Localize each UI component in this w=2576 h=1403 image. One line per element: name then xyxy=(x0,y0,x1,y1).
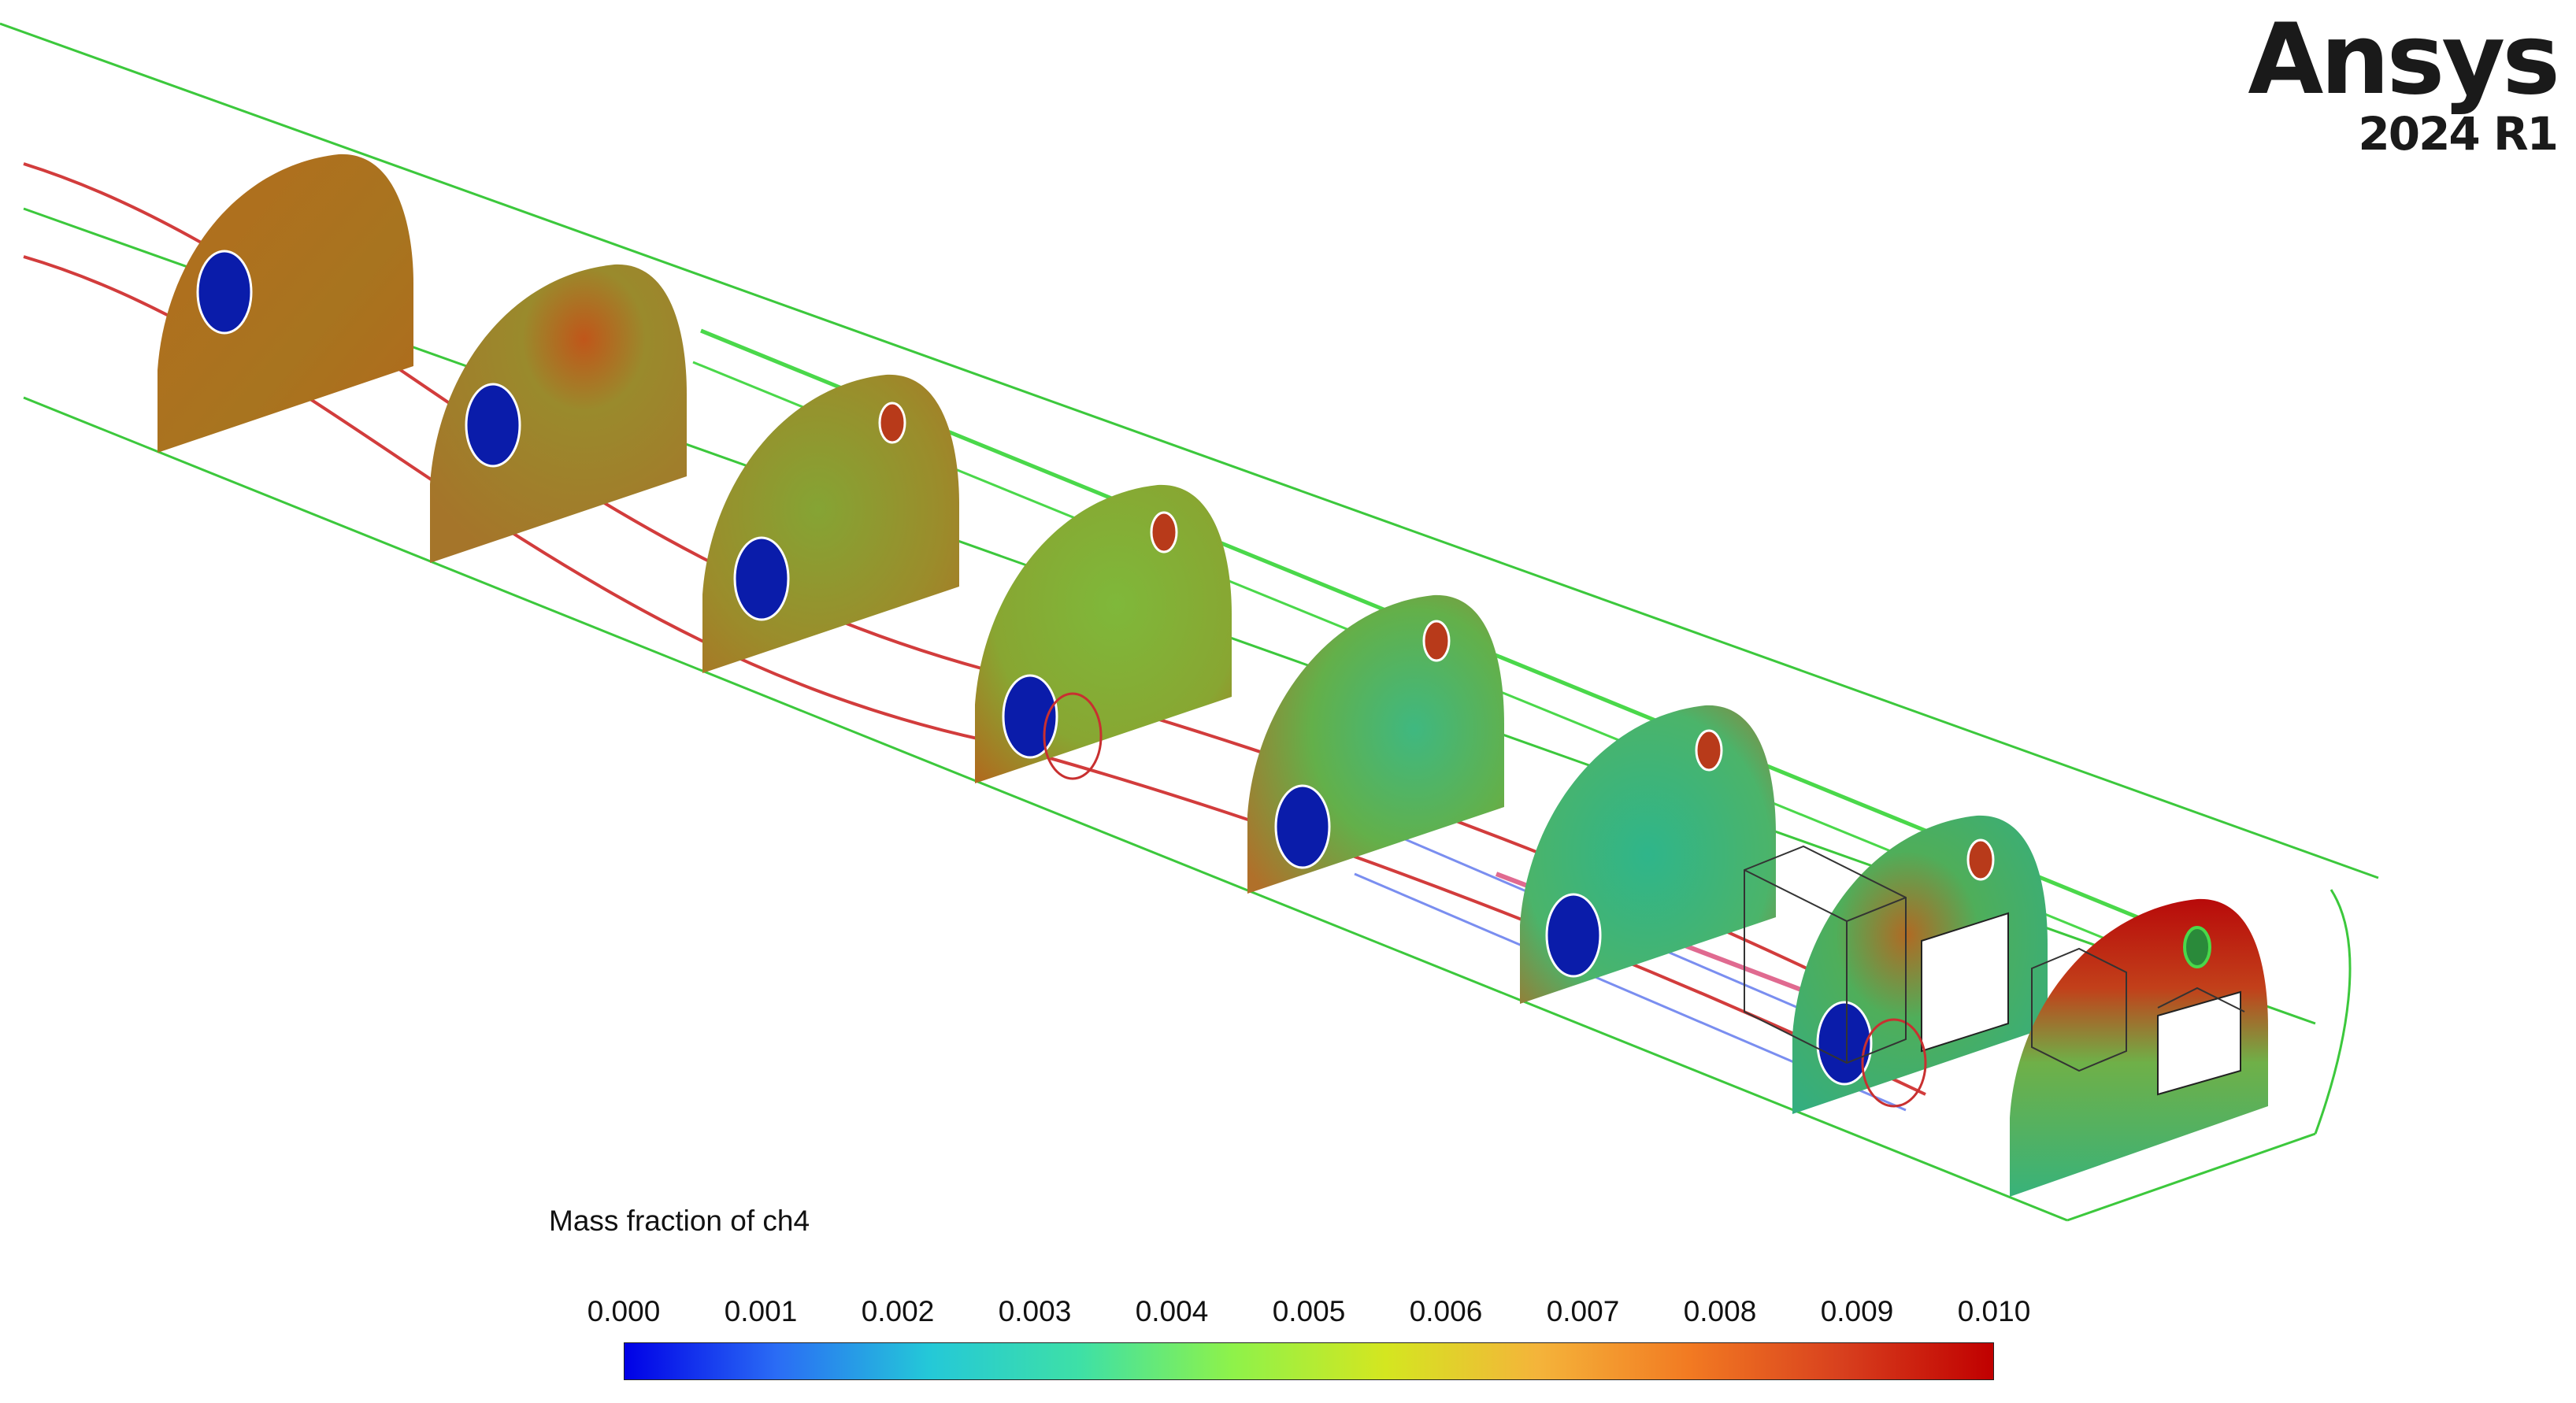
colorbar xyxy=(624,1342,1994,1380)
legend-tick-label: 0.003 xyxy=(998,1295,1072,1327)
brand-name: Ansys xyxy=(2248,3,2560,117)
inlet-opening-1 xyxy=(196,250,253,335)
ansys-logo: Ansys 2024 R1 xyxy=(2248,3,2560,161)
inlet-opening-2 xyxy=(465,383,521,468)
section-slice-7 xyxy=(1792,815,2048,1114)
legend-tick-label: 0.009 xyxy=(1820,1295,1894,1327)
legend-tick-label: 0.008 xyxy=(1683,1295,1757,1327)
section-slice-3 xyxy=(702,374,959,673)
legend-tick-labels: 0.000 0.001 0.002 0.003 0.004 0.005 0.006 0.007… xyxy=(587,1295,2031,1333)
inlet-opening-6 xyxy=(1545,893,1602,978)
legend-tick-label: 0.006 xyxy=(1409,1295,1483,1327)
inlet-opening-5 xyxy=(1274,784,1331,869)
section-slice-2 xyxy=(430,264,687,563)
section-slice-6 xyxy=(1520,705,1776,1004)
outlet-opening-6 xyxy=(1695,729,1723,772)
outlet-opening-7 xyxy=(1966,838,1995,881)
legend-tick-label: 0.005 xyxy=(1272,1295,1346,1327)
legend-tick-label: 0.007 xyxy=(1546,1295,1620,1327)
outlet-opening-8 xyxy=(2183,926,2211,968)
section-slice-8 xyxy=(2010,898,2268,1197)
section-slice-4 xyxy=(975,484,1232,783)
outlet-opening-4 xyxy=(1150,511,1178,553)
section-slice-1 xyxy=(158,154,413,453)
section-slice-5 xyxy=(1247,594,1504,894)
legend-title: Mass fraction of ch4 xyxy=(549,1205,810,1237)
legend-tick-label: 0.002 xyxy=(861,1295,935,1327)
equipment-wireframes xyxy=(1744,845,2245,1072)
inlet-opening-7 xyxy=(1816,1001,1873,1086)
inlet-opening-4 xyxy=(1002,674,1058,759)
outlet-opening-5 xyxy=(1422,620,1451,662)
legend-tick-label: 0.000 xyxy=(587,1295,661,1327)
legend-tick-label: 0.004 xyxy=(1135,1295,1209,1327)
legend-tick-label: 0.010 xyxy=(1957,1295,2031,1327)
inlet-opening-3 xyxy=(733,536,790,621)
outlet-opening-3 xyxy=(878,402,906,444)
version-label: 2024 R1 xyxy=(2358,107,2559,161)
legend-tick-label: 0.001 xyxy=(724,1295,798,1327)
